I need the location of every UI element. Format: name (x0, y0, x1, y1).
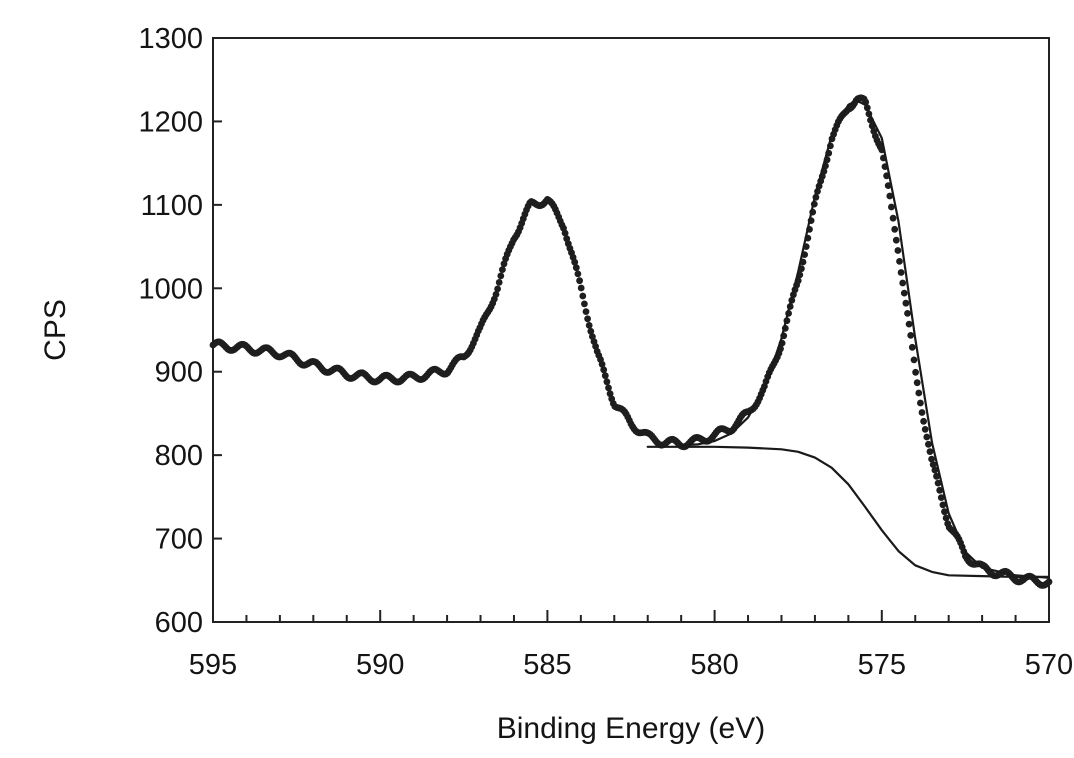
plot-area (212, 37, 1050, 623)
y-tick-label: 900 (155, 357, 203, 389)
data-point (926, 448, 934, 455)
y-tick-label: 1000 (138, 273, 203, 305)
data-point (925, 440, 932, 448)
series-points-measured (209, 94, 1053, 589)
data-point (598, 360, 606, 368)
data-point (892, 236, 900, 244)
data-point (600, 366, 608, 374)
data-point (606, 390, 614, 398)
x-tick-label: 575 (858, 649, 906, 681)
series-line-peak-fit (680, 99, 1051, 579)
data-point (941, 508, 948, 516)
data-point (915, 389, 923, 397)
data-point (918, 409, 926, 416)
data-point (576, 277, 583, 285)
data-point (897, 269, 905, 276)
x-tick-label: 580 (690, 649, 738, 681)
data-point (886, 192, 894, 200)
data-point (888, 203, 895, 211)
data-point (492, 291, 500, 298)
data-point (581, 300, 588, 308)
data-point (937, 494, 945, 501)
data-point (917, 399, 924, 407)
data-point (500, 260, 508, 268)
y-tick-label: 1100 (141, 190, 203, 222)
data-point (913, 379, 921, 387)
data-point (900, 289, 908, 297)
data-point (894, 247, 902, 254)
data-point (934, 479, 942, 487)
data-point (929, 461, 937, 468)
data-point (921, 426, 929, 433)
y-axis-title: CPS (39, 299, 72, 361)
x-tick-label: 590 (356, 649, 404, 681)
x-tick-label: 570 (1025, 649, 1073, 681)
data-point (928, 455, 935, 463)
data-point (923, 433, 931, 441)
data-point (905, 320, 913, 328)
data-point (912, 368, 919, 376)
data-point (920, 417, 927, 425)
y-tick-label: 800 (155, 440, 203, 472)
y-tick-label: 1200 (138, 106, 203, 138)
data-point (899, 279, 907, 287)
data-point (889, 214, 897, 222)
data-point (572, 264, 580, 272)
data-point (494, 285, 501, 293)
data-point (587, 327, 595, 335)
x-axis: 595 590 585 580 575 570 (189, 610, 1073, 681)
data-point (497, 272, 505, 280)
data-point (603, 378, 611, 386)
data-point (1045, 578, 1053, 586)
data-point (585, 322, 593, 329)
x-axis-title: Binding Energy (eV) (497, 712, 765, 745)
x-tick-label: 595 (189, 649, 237, 681)
y-tick-label: 600 (155, 607, 203, 639)
series-group (209, 94, 1053, 589)
data-point (601, 372, 609, 380)
data-point (907, 332, 915, 339)
data-point (902, 299, 910, 307)
data-point (904, 310, 911, 317)
data-point (495, 279, 503, 286)
x-tick-label: 585 (523, 649, 571, 681)
data-point (584, 315, 591, 323)
data-point (910, 356, 918, 364)
data-point (577, 284, 585, 292)
data-point (499, 266, 506, 273)
data-point (936, 486, 944, 494)
data-point (579, 292, 587, 300)
data-point (896, 258, 903, 265)
series-line-background (646, 445, 1051, 578)
data-point (939, 501, 947, 509)
data-point (582, 308, 590, 315)
data-point (574, 270, 582, 278)
data-point (571, 258, 579, 266)
y-tick-label: 1300 (138, 23, 203, 55)
data-point (561, 229, 569, 237)
data-point (933, 472, 940, 480)
data-point (908, 343, 916, 351)
y-tick-label: 700 (155, 524, 203, 556)
data-point (605, 384, 612, 392)
data-point (931, 466, 939, 474)
data-point (942, 514, 950, 522)
y-axis: 1300 1200 1100 1000 900 800 700 600 (138, 23, 222, 639)
data-point (891, 225, 899, 233)
